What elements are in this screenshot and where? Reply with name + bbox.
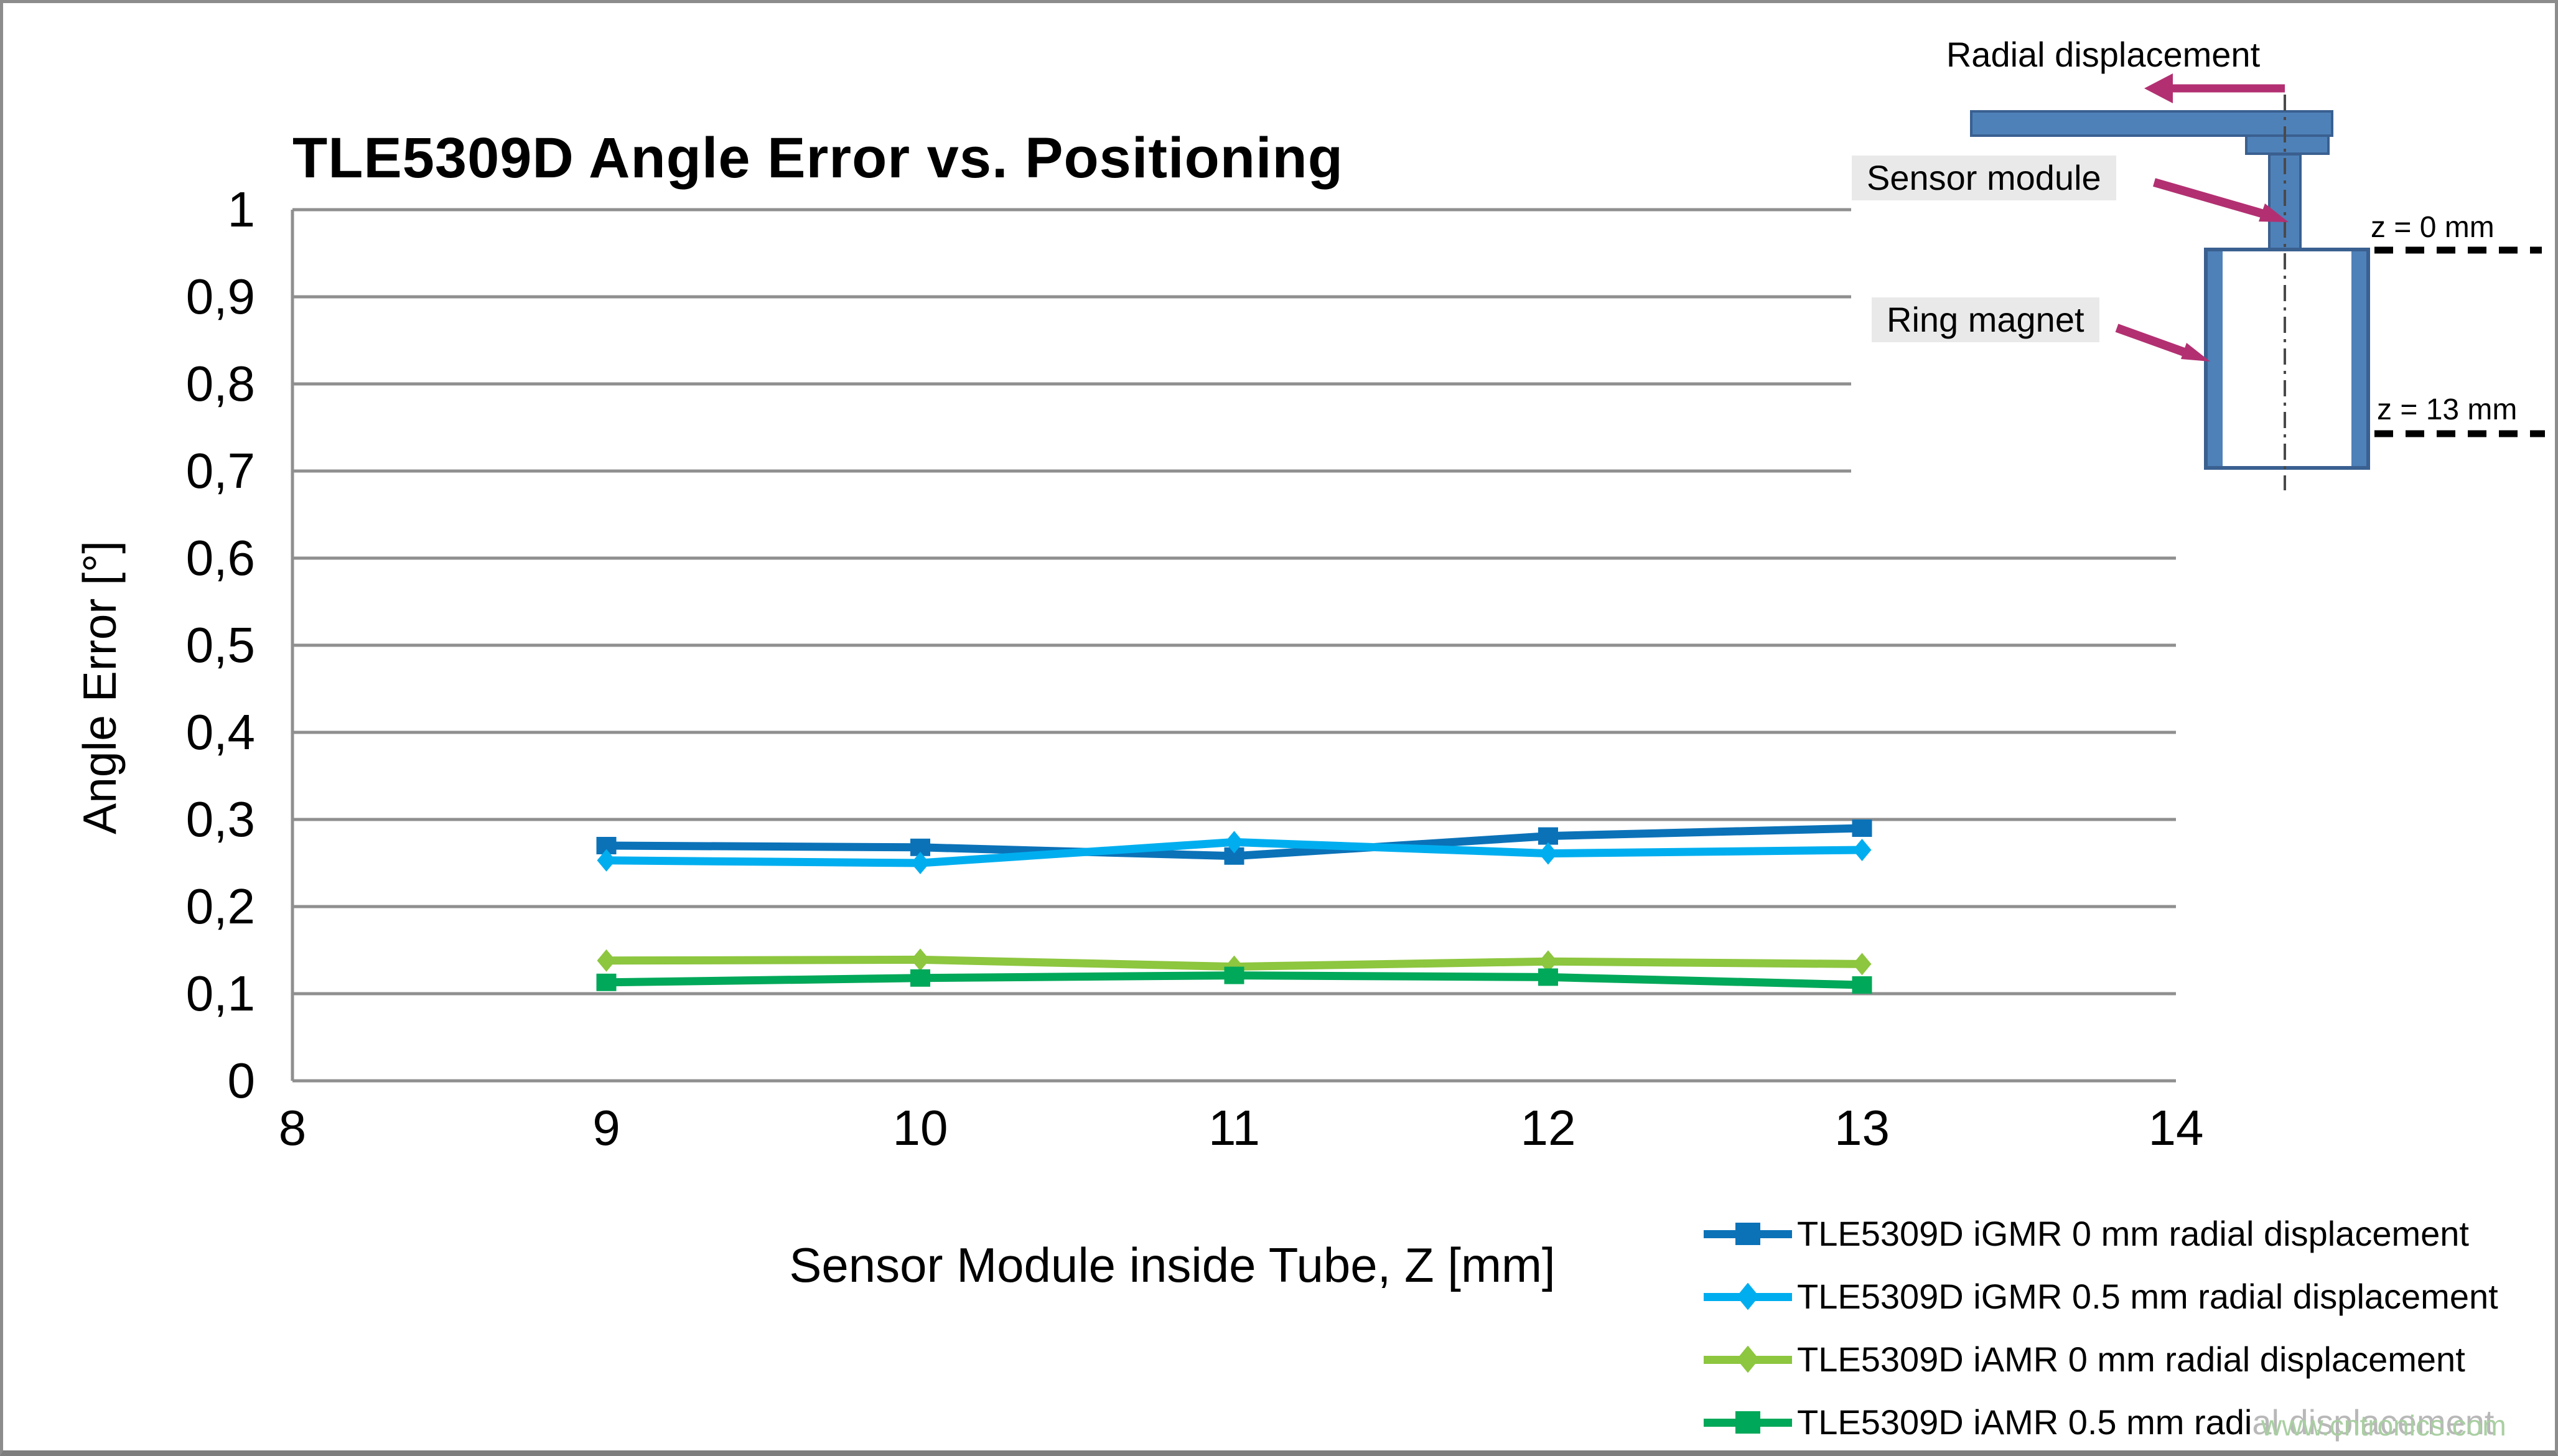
y-tick-label: 0,7 [185, 443, 255, 498]
holder-block-shape [2245, 134, 2330, 155]
z0-label: z = 0 mm [2371, 211, 2495, 244]
legend-label: TLE5309D iGMR 0 mm radial displacement [1797, 1214, 2469, 1253]
x-tick-label: 9 [592, 1100, 620, 1155]
y-tick-label: 0,5 [185, 617, 255, 673]
y-tick-label: 0,3 [185, 791, 255, 847]
x-tick-label: 14 [2148, 1100, 2204, 1155]
x-tick-label: 10 [892, 1100, 948, 1155]
radial-displacement-label: Radial displacement [1946, 35, 2261, 74]
x-tick-label: 13 [1834, 1100, 1890, 1155]
watermark: www.cntronics.com [2252, 1405, 2515, 1446]
y-tick-label: 1 [227, 182, 256, 237]
holder-arm-shape [1970, 110, 2333, 137]
x-tick-label: 11 [1208, 1100, 1261, 1155]
x-tick-label: 8 [278, 1100, 307, 1155]
ring-magnet-right-wall [2351, 251, 2366, 466]
chart-title: TLE5309D Angle Error vs. Positioning [292, 126, 1343, 190]
y-tick-label: 0,8 [185, 356, 255, 411]
y-axis-title: Angle Error [°] [73, 541, 126, 834]
legend-row: TLE5309D iGMR 0 mm radial displacement [1704, 1202, 2498, 1265]
sensor-stem-shape [2268, 153, 2302, 251]
legend: TLE5309D iGMR 0 mm radial displacement T… [1704, 1202, 2498, 1454]
legend-row: TLE5309D iGMR 0.5 mm radial displacement [1704, 1265, 2498, 1328]
y-tick-label: 0,6 [185, 530, 255, 586]
y-tick-label: 0,4 [185, 704, 255, 760]
ring-magnet-label: Ring magnet [1872, 297, 2099, 342]
x-axis-title: Sensor Module inside Tube, Z [mm] [789, 1238, 1556, 1292]
legend-marker-igmr-05mm [1704, 1278, 1797, 1315]
legend-label: TLE5309D iAMR 0 mm radial displacement [1797, 1340, 2465, 1379]
y-tick-label: 0,9 [185, 269, 255, 324]
z13-label: z = 13 mm [2377, 393, 2518, 426]
legend-row: TLE5309D iAMR 0 mm radial displacement [1704, 1328, 2498, 1391]
legend-marker-iamr-0mm [1704, 1341, 1797, 1378]
ring-magnet-shape [2204, 248, 2370, 470]
y-tick-label: 0 [227, 1053, 256, 1108]
ring-magnet-left-wall [2208, 251, 2223, 466]
x-tick-label: 12 [1520, 1100, 1576, 1155]
legend-marker-igmr-0mm [1704, 1215, 1797, 1253]
legend-label: TLE5309D iGMR 0.5 mm radial displacement [1797, 1277, 2498, 1316]
y-tick-label: 0,2 [185, 879, 255, 934]
legend-marker-iamr-05mm [1704, 1404, 1797, 1441]
y-tick-label: 0,1 [185, 966, 255, 1021]
sensor-module-label: Sensor module [1852, 156, 2116, 200]
